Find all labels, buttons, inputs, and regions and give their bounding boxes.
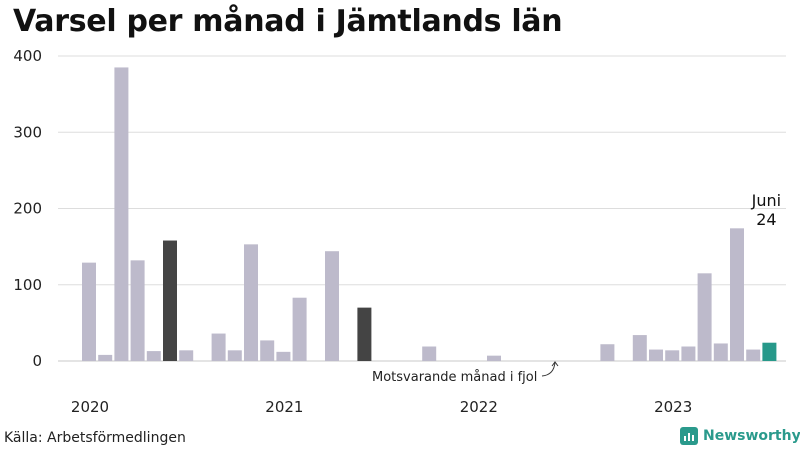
bar-2020-01 bbox=[82, 262, 96, 361]
bar-2020-10 bbox=[227, 350, 242, 361]
bar-2020-05 bbox=[146, 351, 161, 361]
annotation-arrowhead bbox=[551, 361, 559, 367]
bar-chart-logo-icon bbox=[680, 427, 698, 445]
bar-2020-02 bbox=[98, 354, 113, 361]
bar-2022-02 bbox=[487, 355, 501, 361]
bar-2021-02 bbox=[292, 297, 307, 361]
annotation-arrow bbox=[541, 361, 556, 377]
bar-2020-09 bbox=[211, 333, 226, 361]
x-tick-label: 2020 bbox=[71, 398, 109, 416]
bar-2021-06 bbox=[357, 307, 372, 361]
y-axis: 0 100 200 300 400 bbox=[13, 47, 42, 370]
annotation-current-line: Juni bbox=[751, 191, 781, 210]
source-credit: Källa: Arbetsförmedlingen bbox=[4, 430, 186, 446]
brand-name: Newsworthy bbox=[703, 428, 800, 444]
x-tick-label: 2021 bbox=[265, 398, 303, 416]
bar-2023-01 bbox=[665, 350, 680, 361]
bar-2023-06 bbox=[746, 349, 761, 361]
bar-2020-11 bbox=[244, 244, 258, 361]
bar-2022-11 bbox=[632, 335, 647, 361]
bar-2020-07 bbox=[179, 350, 194, 361]
y-tick-label: 300 bbox=[13, 123, 42, 141]
annotations: Motsvarande månad i fjol Juni 24 bbox=[372, 191, 781, 385]
bar-2020-04 bbox=[130, 260, 145, 361]
bar-2020-06 bbox=[163, 240, 177, 361]
bar-series bbox=[82, 67, 777, 361]
bar-2023-03 bbox=[697, 273, 712, 361]
annotation-current: Juni 24 bbox=[751, 191, 781, 229]
chart-title: Varsel per månad i Jämtlands län bbox=[13, 4, 563, 39]
y-tick-label: 100 bbox=[13, 276, 42, 294]
x-tick-label: 2023 bbox=[654, 398, 692, 416]
bar-2020-12 bbox=[260, 340, 275, 361]
annotation-current-line: 24 bbox=[756, 210, 776, 229]
y-tick-label: 400 bbox=[13, 47, 42, 65]
annotation-previous-year: Motsvarande månad i fjol bbox=[372, 370, 537, 385]
brand: Newsworthy bbox=[680, 427, 800, 445]
bar-2023-05 bbox=[730, 228, 744, 361]
y-tick-label: 200 bbox=[13, 200, 42, 218]
bar-2021-01 bbox=[276, 351, 291, 361]
bar-2023-02 bbox=[681, 346, 696, 361]
bar-2021-04 bbox=[325, 251, 339, 361]
bar-2021-10 bbox=[422, 346, 437, 361]
x-axis: 2020 2021 2022 2023 bbox=[71, 398, 692, 416]
bar-undefined bbox=[762, 342, 777, 361]
bar-2022-09 bbox=[600, 344, 615, 361]
x-tick-label: 2022 bbox=[460, 398, 498, 416]
bar-2020-03 bbox=[114, 67, 129, 361]
bar-2022-12 bbox=[649, 349, 663, 361]
bar-2023-04 bbox=[713, 343, 728, 361]
y-tick-label: 0 bbox=[32, 352, 42, 370]
